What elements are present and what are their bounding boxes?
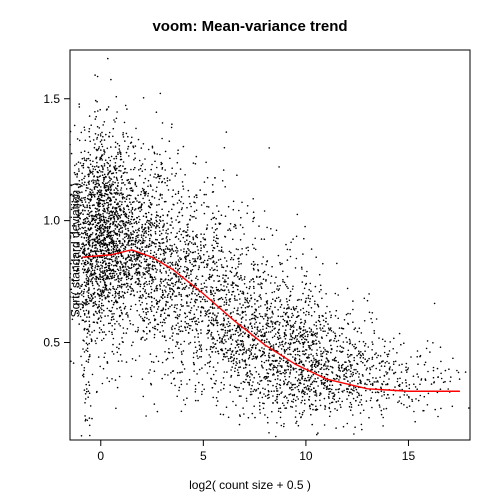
plot-svg: 0510150.51.01.5 bbox=[0, 0, 500, 500]
chart-container: voom: Mean-variance trend Sqrt( standard… bbox=[0, 0, 500, 500]
scatter-points bbox=[69, 58, 469, 438]
